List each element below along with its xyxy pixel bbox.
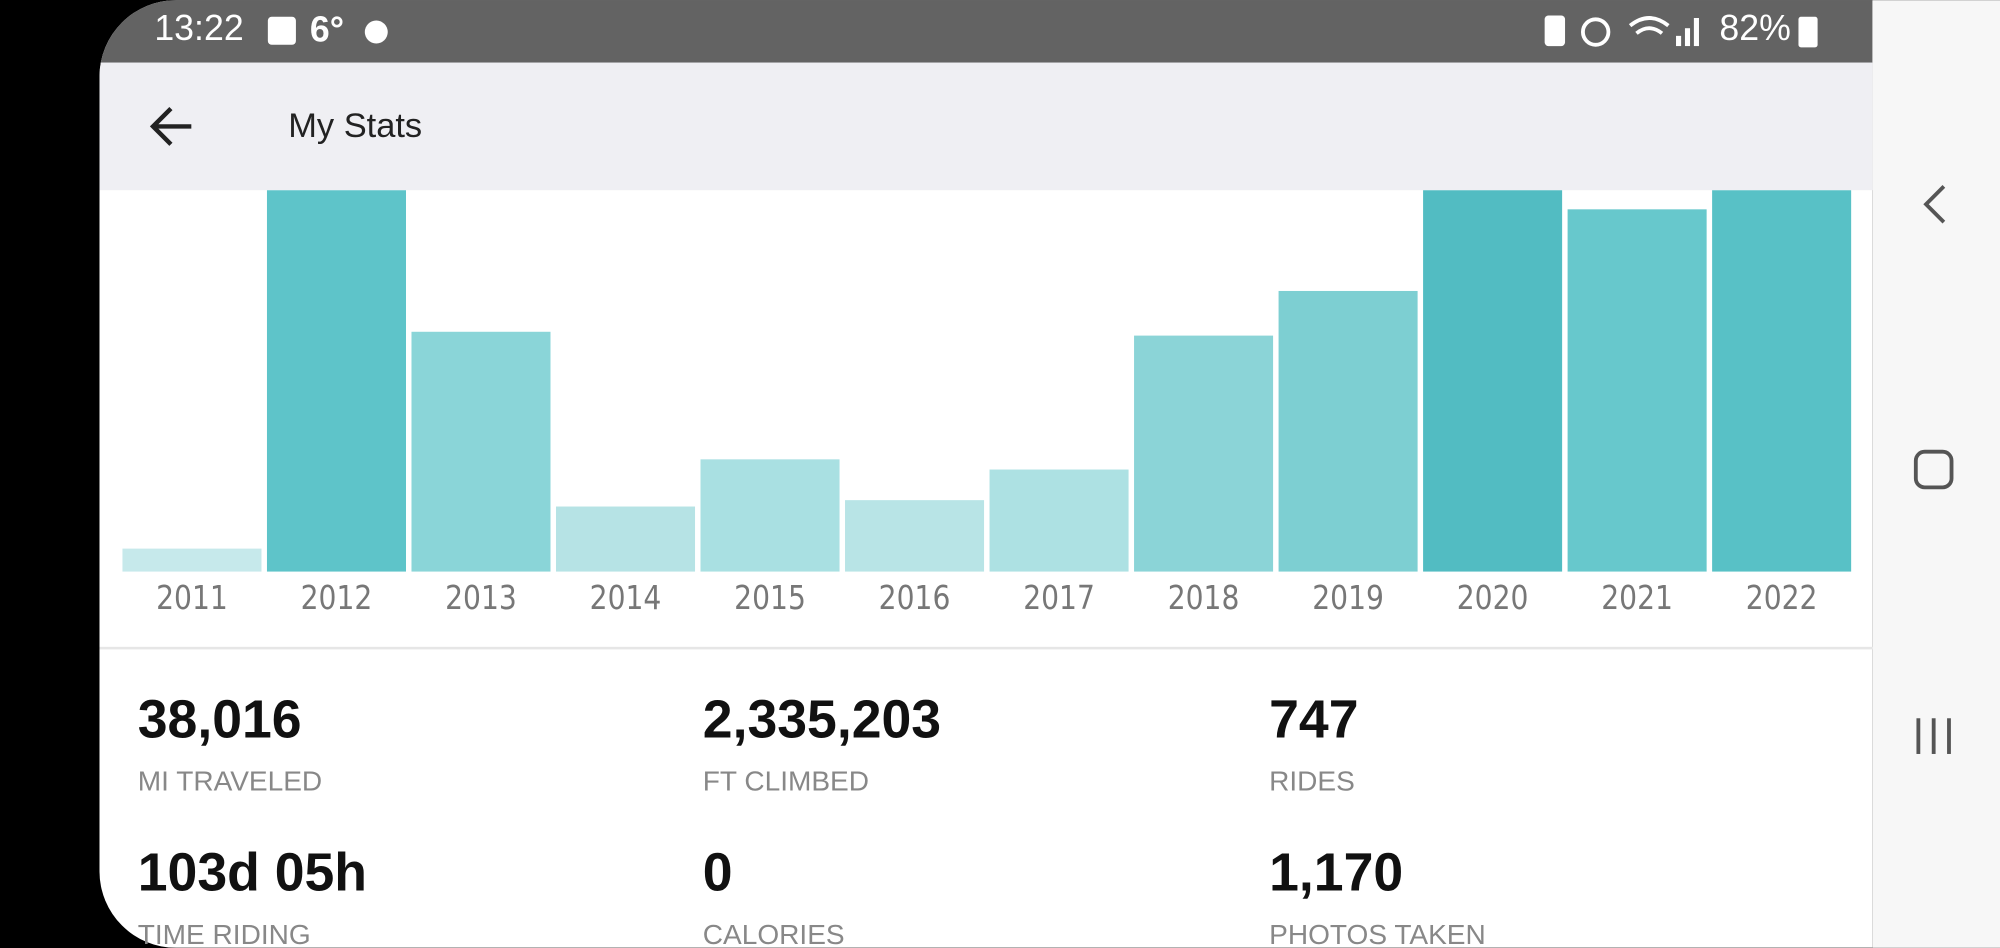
- stat-label: FT CLIMBED: [703, 766, 869, 797]
- x-label: 2014: [590, 579, 662, 618]
- x-labels: 2011 2012 2013 2014 2015 2016 2017 2018 2019 2020…: [156, 579, 1817, 618]
- x-label: 2018: [1168, 579, 1240, 618]
- x-label: 2017: [1023, 579, 1095, 618]
- x-label: 2021: [1601, 579, 1673, 618]
- bars: [122, 190, 1852, 572]
- status-bar: [99, 0, 1873, 63]
- x-label: 2015: [734, 579, 806, 618]
- stat-label: CALORIES: [703, 919, 845, 948]
- bar: [1567, 209, 1707, 572]
- status-icon: [1580, 17, 1611, 47]
- x-label: 2020: [1457, 579, 1529, 618]
- status-time: 13:22: [154, 8, 243, 48]
- stat-value: 2,335,203: [703, 691, 941, 750]
- bar: [122, 548, 262, 572]
- status-icon: [364, 20, 388, 44]
- stat-label: MI TRAVELED: [138, 766, 322, 797]
- back-button[interactable]: [149, 106, 192, 146]
- stats: 38,016 MI TRAVELED 2,335,203 FT CLIMBED 747 R…: [138, 691, 1486, 948]
- signal-icon: [1676, 18, 1699, 47]
- status-icon: [267, 16, 296, 45]
- bar: [411, 331, 551, 572]
- stat-label: TIME RIDING: [138, 919, 311, 948]
- bar: [845, 500, 985, 572]
- nav-recents[interactable]: [1916, 718, 1951, 754]
- x-label: 2012: [301, 579, 373, 618]
- stat-label: RIDES: [1269, 766, 1355, 797]
- bar: [1423, 190, 1563, 572]
- x-label: 2019: [1312, 579, 1384, 618]
- divider: [99, 646, 1873, 650]
- status-temperature: 6°: [310, 9, 344, 49]
- stat-label: PHOTOS TAKEN: [1269, 919, 1486, 948]
- stat-value: 1,170: [1269, 844, 1403, 903]
- stat-value: 103d 05h: [138, 844, 367, 903]
- bar: [989, 469, 1129, 572]
- nav-back[interactable]: [1923, 185, 1946, 224]
- x-label: 2011: [156, 579, 228, 618]
- bar: [1712, 190, 1852, 572]
- nav-home[interactable]: [1913, 449, 1954, 490]
- battery-icon: [1798, 16, 1818, 48]
- stat-value: 0: [703, 844, 733, 903]
- app-title: My Stats: [288, 107, 422, 145]
- bar: [266, 190, 406, 572]
- bar: [1134, 335, 1274, 572]
- bar: [700, 459, 840, 572]
- stat-value: 747: [1269, 691, 1358, 750]
- bar: [555, 506, 696, 572]
- x-label: 2016: [879, 579, 951, 618]
- x-label: 2022: [1746, 579, 1818, 618]
- app-bar: [99, 62, 1873, 191]
- nav-bar: [1872, 0, 2000, 948]
- status-battery: 82%: [1719, 8, 1790, 48]
- status-icon: [1544, 15, 1566, 47]
- x-label: 2013: [445, 579, 517, 618]
- stat-value: 38,016: [138, 691, 302, 750]
- wifi-icon: [1628, 16, 1670, 35]
- bar: [1278, 290, 1418, 572]
